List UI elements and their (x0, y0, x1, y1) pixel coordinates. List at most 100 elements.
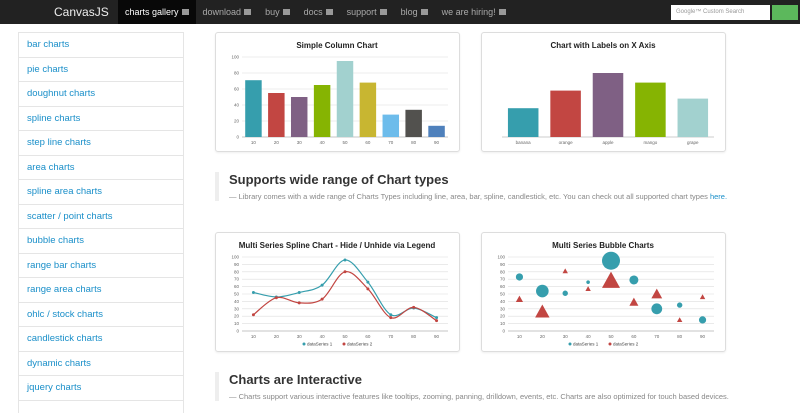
sidebar-link[interactable]: doughnut charts (19, 82, 183, 107)
bubble (562, 268, 568, 274)
sidebar-link[interactable]: area charts (19, 156, 183, 180)
nav-item[interactable]: we are hiring! (435, 0, 513, 24)
x-tick-label: 20 (274, 334, 280, 339)
bar (313, 85, 331, 137)
x-tick-label: 60 (631, 334, 637, 339)
x-tick-label: 40 (586, 334, 592, 339)
y-tick-label: 10 (234, 321, 240, 326)
x-tick-label: 70 (654, 334, 660, 339)
bubble (586, 280, 590, 284)
nav-label: buy (265, 7, 280, 17)
bar (405, 109, 422, 137)
logo[interactable]: CanvasJS (54, 5, 109, 19)
nav-icon (325, 9, 333, 15)
sidebar-link[interactable]: scatter / point charts (19, 205, 183, 229)
nav-label: support (346, 7, 377, 17)
section-body: — Library comes with a wide range of Cha… (229, 192, 708, 201)
sidebar-link[interactable]: bar charts (19, 33, 183, 58)
sidebar-link[interactable]: dynamic charts (19, 352, 183, 376)
x-tick-label: 20 (274, 140, 280, 145)
bubble (602, 271, 620, 288)
x-tick-label: 30 (297, 334, 303, 339)
bar (359, 82, 377, 137)
y-tick-label: 40 (500, 299, 506, 304)
point (251, 291, 255, 295)
x-tick-label: 10 (251, 140, 257, 145)
x-tick-label: 50 (342, 334, 348, 339)
sidebar-link[interactable]: range bar charts (19, 254, 183, 278)
search-box[interactable]: Google™ Custom Search (671, 5, 770, 20)
nav-icon (244, 9, 252, 15)
sidebar-link[interactable]: jquery charts (19, 376, 183, 401)
x-tick-label: 30 (297, 140, 303, 145)
point (389, 313, 393, 317)
bubble (629, 297, 639, 306)
section-text: — Library comes with a wide range of Cha… (229, 192, 789, 201)
y-tick-label: 80 (234, 71, 240, 76)
sidebar-link[interactable]: candlestick charts (19, 327, 183, 352)
point (297, 301, 301, 305)
legend-label[interactable]: dataSeries 2 (613, 342, 639, 347)
y-tick-label: 60 (234, 284, 240, 289)
y-tick-label: 90 (234, 262, 240, 267)
section: Supports wide range of Chart types — Libr… (215, 172, 789, 201)
bubble (698, 316, 707, 324)
point (251, 313, 255, 317)
bubble (699, 294, 706, 300)
nav-item[interactable]: buy (258, 0, 297, 24)
y-tick-label: 100 (497, 255, 505, 260)
nav-label: we are hiring! (441, 7, 496, 17)
sidebar-link[interactable]: range area charts (19, 278, 183, 303)
y-tick-label: 80 (234, 269, 240, 274)
nav-item[interactable]: docs (297, 0, 340, 24)
chart-title: Multi Series Bubble Charts (552, 241, 654, 250)
bar (290, 97, 308, 137)
bar (550, 90, 581, 137)
nav-item[interactable]: blog (394, 0, 435, 24)
bar (268, 93, 285, 137)
search-button[interactable] (772, 5, 798, 20)
x-tick-label: 90 (434, 140, 440, 145)
x-tick-label: 20 (540, 334, 546, 339)
sidebar-link[interactable]: spline area charts (19, 180, 183, 205)
nav-label: download (202, 7, 242, 17)
point (343, 270, 347, 274)
bar (428, 125, 445, 137)
x-tick-label: 80 (411, 334, 417, 339)
y-tick-label: 0 (236, 135, 239, 140)
chart-card: Simple Column Chart 0 20 40 60 80 100 10 20 30 40 5… (215, 32, 460, 152)
x-tick-label: 90 (434, 334, 440, 339)
x-tick-label: 40 (320, 334, 326, 339)
nav-item[interactable]: charts gallery (118, 0, 196, 24)
chart-title: Simple Column Chart (296, 41, 378, 50)
point (389, 316, 393, 320)
x-tick-label: banana (516, 140, 532, 145)
legend-label[interactable]: dataSeries 1 (307, 342, 333, 347)
section-title: Supports wide range of Chart types (229, 172, 449, 187)
bar (677, 98, 709, 137)
bar (635, 82, 666, 137)
point (435, 319, 439, 323)
sidebar-link[interactable]: bubble charts (19, 229, 183, 254)
point (366, 280, 370, 284)
sidebar-link[interactable]: spline charts (19, 107, 183, 131)
legend-label[interactable]: dataSeries 1 (573, 342, 599, 347)
section-link[interactable]: here. (709, 192, 728, 201)
y-tick-label: 80 (500, 269, 506, 274)
section: Charts are Interactive — Charts support v… (215, 372, 789, 401)
chart: Chart with Labels on X Axis banana orange a… (502, 41, 714, 145)
sidebar-link[interactable]: pie charts (19, 58, 183, 82)
section-title: Charts are Interactive (229, 372, 362, 387)
point (320, 283, 324, 287)
legend-label[interactable]: dataSeries 2 (347, 342, 373, 347)
nav-item[interactable]: support (340, 0, 394, 24)
sidebar-link[interactable]: step line charts (19, 131, 183, 156)
nav-item[interactable]: download (196, 0, 259, 24)
legend-marker (302, 342, 306, 346)
x-tick-label: 70 (388, 334, 394, 339)
bubble (651, 303, 663, 315)
point (320, 297, 324, 301)
sidebar-link[interactable]: ohlc / stock charts (19, 303, 183, 327)
bubble (535, 304, 550, 318)
point (435, 316, 439, 320)
